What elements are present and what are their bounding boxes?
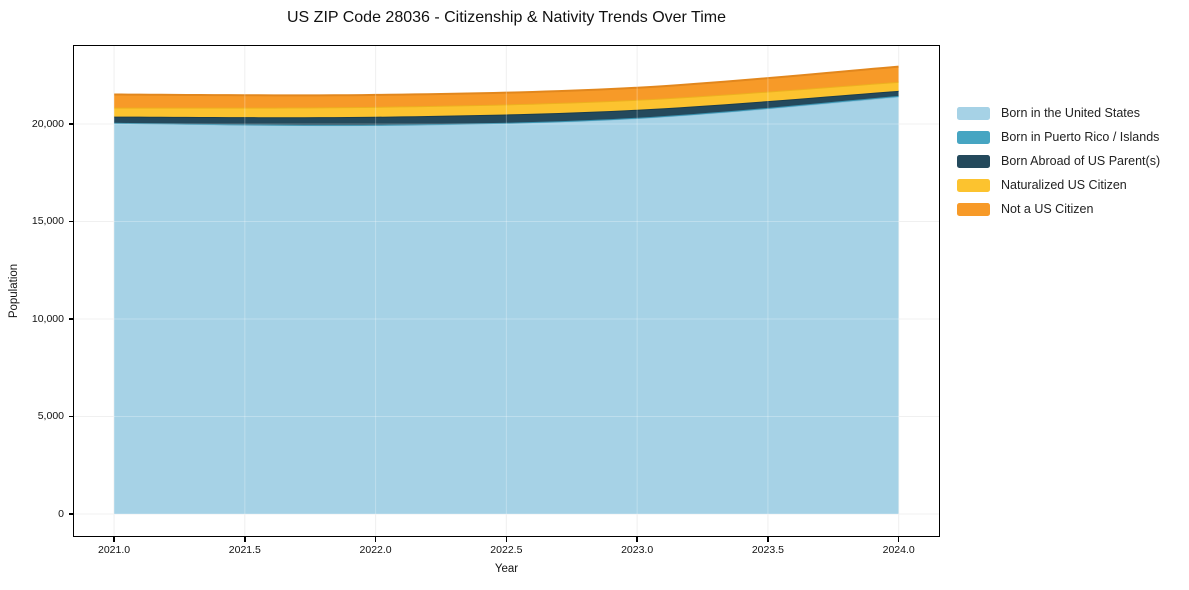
legend-label: Born in Puerto Rico / Islands bbox=[1001, 130, 1160, 144]
area-band bbox=[114, 90, 899, 125]
x-tick-mark bbox=[505, 537, 508, 542]
x-tick-mark bbox=[113, 537, 115, 542]
x-tick-mark bbox=[897, 537, 900, 542]
y-tick-label: 0 bbox=[58, 507, 64, 520]
legend-swatch-icon bbox=[957, 106, 990, 120]
legend-item: Born in Puerto Rico / Islands bbox=[957, 130, 1160, 144]
x-tick-mark bbox=[636, 537, 638, 542]
area-band bbox=[114, 96, 899, 514]
legend: Born in the United States Born in Puerto … bbox=[957, 106, 1160, 226]
y-tick-mark bbox=[68, 513, 73, 515]
plot-area bbox=[73, 45, 940, 537]
x-tick-label: 2021.0 bbox=[97, 544, 131, 556]
legend-item: Not a US Citizen bbox=[957, 202, 1160, 216]
y-tick-label: 5,000 bbox=[37, 410, 64, 423]
legend-label: Born Abroad of US Parent(s) bbox=[1001, 154, 1161, 168]
chart-title: US ZIP Code 28036 - Citizenship & Nativi… bbox=[287, 9, 726, 26]
legend-swatch-icon bbox=[957, 154, 990, 168]
legend-item: Born Abroad of US Parent(s) bbox=[957, 154, 1160, 168]
stacked-area-chart bbox=[73, 45, 940, 537]
legend-swatch-icon bbox=[957, 178, 990, 192]
x-tick-label: 2024.0 bbox=[882, 544, 915, 556]
legend-swatch-icon bbox=[957, 202, 990, 216]
legend-swatch-icon bbox=[957, 130, 990, 144]
y-tick-mark bbox=[68, 220, 73, 223]
x-tick-mark bbox=[244, 537, 246, 542]
x-tick-label: 2023.5 bbox=[751, 544, 784, 556]
x-tick-label: 2021.5 bbox=[228, 544, 261, 556]
area-band bbox=[114, 66, 899, 108]
legend-label: Not a US Citizen bbox=[1001, 202, 1094, 216]
legend-label: Naturalized US Citizen bbox=[1001, 178, 1127, 192]
x-tick-label: 2023.0 bbox=[621, 544, 654, 556]
y-tick-label: 15,000 bbox=[31, 215, 64, 228]
y-tick-mark bbox=[68, 318, 73, 320]
x-tick-mark bbox=[374, 537, 377, 542]
y-tick-mark bbox=[68, 415, 73, 418]
legend-item: Naturalized US Citizen bbox=[957, 178, 1160, 192]
x-tick-mark bbox=[767, 537, 769, 542]
x-axis-label: Year bbox=[494, 563, 519, 575]
x-tick-label: 2022.0 bbox=[359, 544, 392, 556]
y-tick-label: 10,000 bbox=[31, 312, 64, 325]
y-tick-mark bbox=[68, 123, 73, 125]
y-tick-label: 20,000 bbox=[31, 117, 64, 130]
legend-label: Born in the United States bbox=[1001, 106, 1140, 120]
legend-item: Born in the United States bbox=[957, 106, 1160, 120]
y-axis-label: Population bbox=[8, 263, 20, 319]
area-band-edge bbox=[114, 65, 899, 97]
x-tick-label: 2022.5 bbox=[490, 544, 523, 556]
